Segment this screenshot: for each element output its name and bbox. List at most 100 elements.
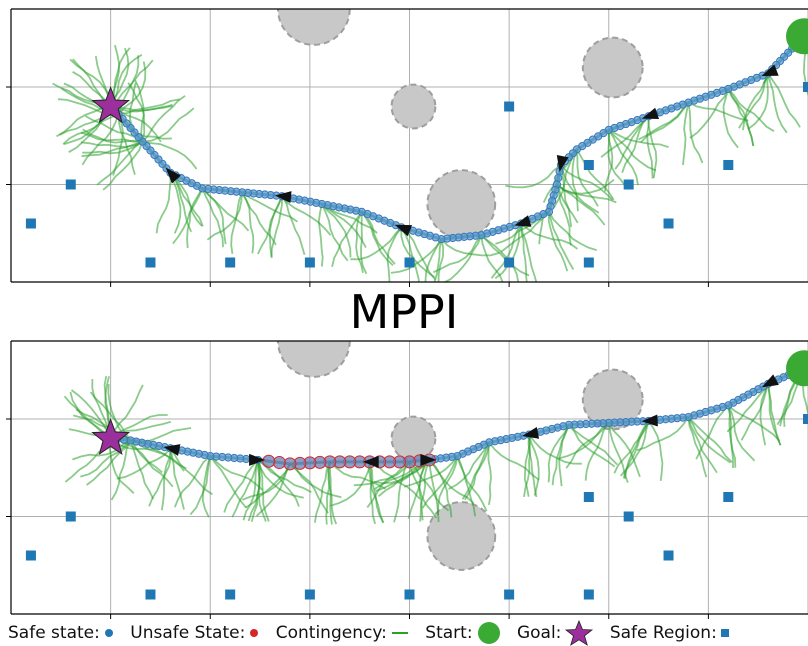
contingency-branch (767, 72, 801, 128)
contingency-branch (70, 389, 112, 439)
heading-arrow (641, 414, 658, 427)
contingency-branch (547, 211, 569, 272)
obstacle-circle (390, 83, 437, 130)
contingency-branch (206, 192, 243, 241)
contingency-branch (169, 172, 203, 227)
contingency-line-icon (391, 632, 408, 634)
contingency-branch (400, 227, 435, 279)
legend-safe-state: Safe state: (8, 621, 115, 645)
contingency-branch (242, 463, 291, 501)
heading-arrow (362, 455, 379, 468)
contingency-branch (69, 58, 112, 108)
contingency-branch (727, 404, 781, 442)
contingency-branch (607, 422, 629, 483)
safe-region-marker (583, 160, 594, 170)
heading-arrow (761, 374, 779, 388)
contingency-branch (230, 191, 243, 255)
heading-arrow (249, 453, 266, 466)
contingency-branch (321, 203, 352, 258)
contingency-branch (576, 148, 615, 201)
contingency-branch (528, 434, 540, 496)
contingency-branch (81, 140, 143, 158)
contingency-branch (520, 222, 578, 250)
contingency-branch (558, 422, 610, 460)
contingency-branch (608, 129, 657, 172)
contingency-branch (456, 455, 476, 517)
legend-unsafe-state: Unsafe State: (130, 621, 260, 645)
contingency-branch (487, 442, 492, 506)
contingency-branch (647, 420, 664, 482)
contingency-branch (428, 459, 440, 523)
legend-unsafe-state-label: Unsafe State: (130, 623, 246, 643)
obstacle-circle (581, 368, 644, 431)
contingency-branch (558, 424, 570, 487)
safe-region-marker (623, 179, 634, 190)
contingency-branch (687, 416, 708, 478)
contingency-branch (565, 422, 610, 469)
contingency-branch (608, 129, 669, 149)
contingency-branch (433, 238, 443, 282)
contingency-branch (63, 395, 112, 440)
contingency-branch (636, 416, 690, 452)
contingency-branch (433, 234, 482, 274)
contingency-branch (608, 129, 639, 186)
plot-area (11, 341, 808, 614)
obstacle-circle (426, 169, 497, 239)
unsafe-state-point (272, 456, 286, 470)
heading-arrow (165, 167, 181, 184)
unsafe-state-point (262, 454, 276, 468)
legend-contingency-label: Contingency: (275, 623, 387, 643)
contingency-branch (320, 203, 349, 262)
contingency-branch (608, 422, 641, 478)
contingency-branch (400, 226, 420, 282)
contingency-branch (169, 447, 213, 496)
contingency-branch (393, 461, 411, 523)
contingency-branch (727, 405, 734, 468)
contingency-branch (223, 459, 259, 513)
plot-area (11, 9, 808, 282)
contingency-branch (201, 188, 224, 248)
contingency-branch (270, 196, 283, 259)
safe-region-marker (65, 179, 76, 190)
contingency-branch (231, 459, 259, 518)
contingency-branch (257, 459, 267, 522)
heading-arrow (641, 107, 660, 120)
contingency-branch (687, 416, 718, 474)
goal-star-icon (565, 620, 594, 646)
start-marker (786, 18, 808, 55)
legend-safe-region-label: Safe Region: (609, 623, 717, 643)
contingency-branch (571, 149, 579, 212)
contingency-branch (102, 141, 144, 191)
contingency-branch (408, 461, 438, 519)
contingency-branch (488, 441, 540, 481)
obstacle-circle (581, 36, 644, 99)
contingency-branch (568, 424, 618, 466)
legend-goal-label: Goal: (516, 623, 562, 643)
panel-top-plot (6, 8, 808, 287)
safe-state-point (554, 173, 563, 183)
contingency-branch (727, 88, 775, 132)
contingency-branch (201, 187, 250, 232)
heading-arrow (522, 426, 540, 439)
contingency-branch (640, 102, 690, 144)
contingency-branch (428, 459, 453, 518)
contingency-branch (500, 211, 550, 253)
contingency-branch (142, 107, 195, 143)
contingency-branch (613, 420, 650, 474)
contingency-branch (172, 188, 204, 245)
contingency-branch (584, 422, 610, 481)
contingency-branch (366, 461, 411, 508)
contingency-branch (353, 461, 411, 487)
contingency-branch (520, 223, 528, 282)
contingency-branch (56, 105, 111, 138)
contingency-branch (330, 461, 371, 507)
contingency-branch (494, 223, 522, 280)
contingency-branch (437, 238, 445, 282)
contingency-branch (480, 235, 504, 282)
contingency-branch (614, 115, 650, 170)
safe-state-point (126, 436, 135, 445)
legend-start: Start: (425, 621, 501, 645)
safe-region-marker (583, 589, 594, 600)
contingency-branch (189, 455, 212, 516)
contingency-branch (329, 461, 386, 490)
